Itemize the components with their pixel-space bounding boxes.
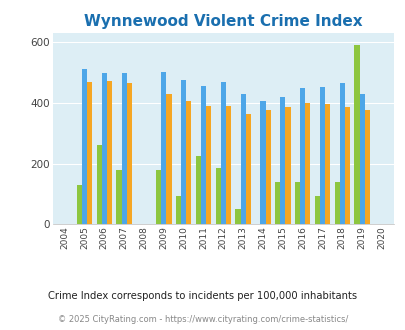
Bar — [245, 114, 250, 224]
Bar — [206, 106, 211, 224]
Bar — [359, 94, 364, 224]
Bar — [285, 108, 290, 224]
Bar — [324, 104, 329, 224]
Bar — [195, 156, 200, 224]
Bar — [116, 170, 121, 224]
Bar — [166, 94, 171, 224]
Bar — [299, 88, 305, 224]
Bar — [82, 69, 87, 224]
Bar — [260, 101, 265, 224]
Bar — [96, 146, 102, 224]
Bar — [319, 87, 324, 224]
Bar — [279, 97, 285, 224]
Bar — [77, 185, 82, 224]
Bar — [156, 170, 161, 224]
Bar — [126, 83, 132, 224]
Bar — [102, 73, 107, 224]
Bar — [334, 182, 339, 224]
Bar — [235, 209, 240, 224]
Bar — [186, 101, 191, 224]
Bar — [215, 168, 220, 224]
Bar — [225, 106, 230, 224]
Bar — [161, 73, 166, 224]
Bar — [344, 108, 349, 224]
Bar — [314, 196, 319, 224]
Bar — [87, 82, 92, 224]
Bar — [240, 94, 245, 224]
Bar — [181, 80, 186, 224]
Text: © 2025 CityRating.com - https://www.cityrating.com/crime-statistics/: © 2025 CityRating.com - https://www.city… — [58, 315, 347, 324]
Bar — [305, 103, 309, 224]
Text: Crime Index corresponds to incidents per 100,000 inhabitants: Crime Index corresponds to incidents per… — [48, 291, 357, 301]
Bar — [121, 73, 126, 224]
Bar — [107, 81, 112, 224]
Bar — [354, 45, 359, 224]
Bar — [364, 110, 369, 224]
Title: Wynnewood Violent Crime Index: Wynnewood Violent Crime Index — [84, 14, 362, 29]
Bar — [339, 82, 344, 224]
Bar — [200, 86, 206, 224]
Bar — [175, 196, 181, 224]
Bar — [274, 182, 279, 224]
Bar — [294, 182, 299, 224]
Bar — [265, 111, 270, 224]
Bar — [220, 82, 225, 224]
